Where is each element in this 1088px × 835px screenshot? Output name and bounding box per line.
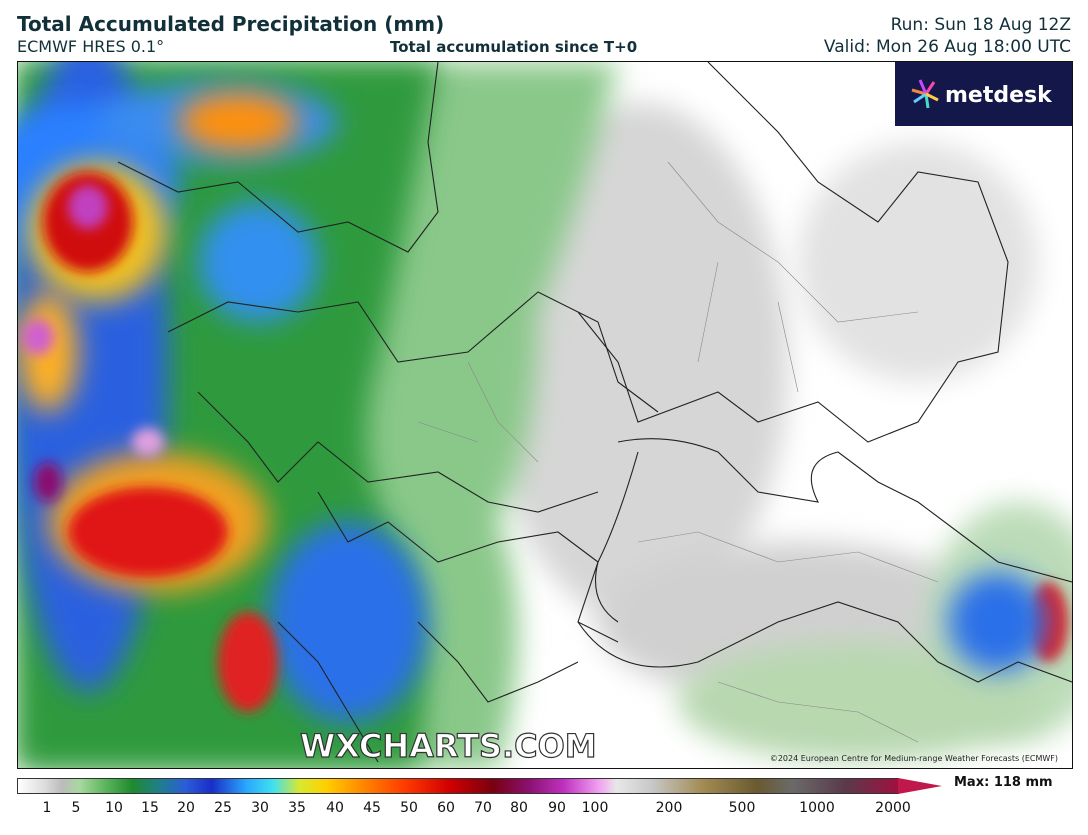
colorbar-tick-label: 80 — [510, 800, 528, 816]
max-label: Max: 118 mm — [954, 775, 1053, 790]
precip-area — [68, 487, 228, 577]
precip-area — [68, 185, 108, 229]
colorbar-tick-label: 30 — [251, 800, 269, 816]
precip-area — [132, 428, 164, 456]
precip-area — [198, 202, 318, 322]
precip-area — [34, 462, 62, 502]
colorbar-tick-label: 1 — [42, 800, 52, 816]
colorbar-tick-label: 25 — [214, 800, 232, 816]
precip-area — [218, 612, 278, 712]
colorbar-tick-label: 10 — [105, 800, 123, 816]
precip-area — [948, 572, 1048, 672]
colorbar-tick-label: 20 — [177, 800, 195, 816]
borders — [117, 62, 1072, 763]
colorbar-tick-label: 500 — [728, 800, 756, 816]
logo-text: metdesk — [945, 83, 1053, 108]
precipitation-field — [18, 62, 1072, 768]
precip-area — [18, 292, 78, 412]
colorbar-arrow — [898, 778, 942, 794]
precip-area — [178, 92, 298, 152]
precip-area — [678, 642, 1038, 762]
subtitle: Total accumulation since T+0 — [390, 38, 638, 56]
colorbar-tick-label: 2000 — [875, 800, 911, 816]
colorbar — [17, 778, 899, 794]
colorbar-tick-label: 70 — [474, 800, 492, 816]
map: WXCHARTS.COM ©2024 European Centre for M… — [17, 61, 1073, 769]
colorbar-tick-label: 15 — [141, 800, 159, 816]
colorbar-tick-label: 60 — [437, 800, 455, 816]
precip-area — [268, 522, 428, 722]
colorbar-tick-label: 45 — [363, 800, 381, 816]
watermark: WXCHARTS.COM — [300, 727, 597, 765]
colorbar-tick-label: 40 — [326, 800, 344, 816]
colorbar-tick-label: 35 — [288, 800, 306, 816]
colorbar-tick-label: 5 — [71, 800, 81, 816]
colorbar-tick-label: 100 — [581, 800, 609, 816]
model: ECMWF HRES 0.1° — [17, 37, 165, 56]
title: Total Accumulated Precipitation (mm) — [17, 12, 445, 36]
precip-area — [798, 142, 1038, 382]
valid-time: Valid: Mon 26 Aug 18:00 UTC — [823, 37, 1071, 57]
regional-borders — [417, 161, 939, 743]
colorbar-tick-label: 90 — [548, 800, 566, 816]
colorbar-tick-label: 200 — [655, 800, 683, 816]
colorbar-tick-label: 1000 — [799, 800, 835, 816]
copyright: ©2024 European Centre for Medium-range W… — [770, 754, 1058, 763]
colorbar-tick-label: 50 — [400, 800, 418, 816]
precip-area — [22, 319, 54, 355]
logo-icon — [911, 79, 939, 109]
run-time: Run: Sun 18 Aug 12Z — [890, 15, 1071, 35]
